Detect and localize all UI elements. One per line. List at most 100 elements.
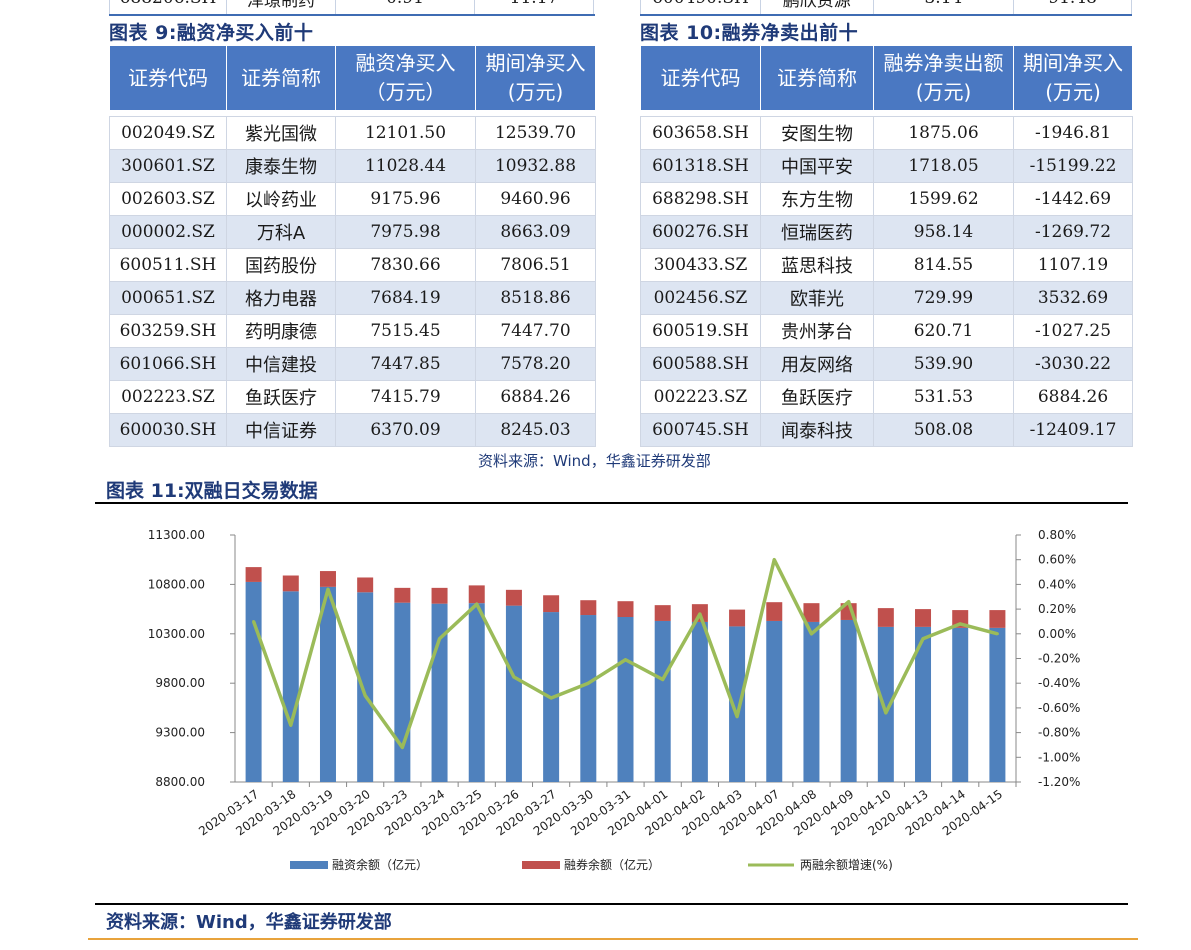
table-row: 000651.SZ 格力电器 7684.19 8518.86 — [109, 281, 596, 315]
period-cell: 12539.70 — [475, 116, 596, 150]
bar-short-balance — [543, 595, 560, 613]
table10: 证券代码 证券简称 融券净卖出额(万元) 期间净买入(万元) 603658.SH… — [640, 45, 1133, 447]
table-row: 002223.SZ 鱼跃医疗 531.53 6884.26 — [640, 380, 1133, 414]
bar-margin-balance — [691, 621, 708, 782]
table-row: 601066.SH 中信建投 7447.85 7578.20 — [109, 347, 596, 381]
stub-divider — [109, 14, 595, 16]
growth-rate-point — [698, 612, 702, 616]
code-cell: 601318.SH — [640, 149, 761, 183]
bar-short-balance — [580, 600, 597, 616]
footer-rule — [88, 938, 1138, 940]
growth-rate-point — [958, 622, 962, 626]
bar-margin-balance — [729, 626, 746, 782]
table9: 证券代码 证券简称 融资净买入（万元） 期间净买入(万元) 002049.SZ 紫… — [109, 45, 596, 447]
legend-swatch-short — [522, 861, 560, 869]
right-tick-label: 0.20% — [1038, 602, 1076, 616]
table-row: 002456.SZ 欧菲光 729.99 3532.69 — [640, 281, 1133, 315]
period-cell: 6884.26 — [475, 380, 596, 414]
value-cell: 620.71 — [873, 314, 1014, 348]
value-cell: 6370.09 — [335, 413, 476, 447]
value-cell: 531.53 — [873, 380, 1014, 414]
bar-short-balance — [505, 589, 522, 606]
bar-short-balance — [729, 609, 746, 627]
value-cell: 7684.19 — [335, 281, 476, 315]
value-cell: 1875.06 — [873, 116, 1014, 150]
left-tick-label: 9800.00 — [155, 676, 205, 690]
bar-margin-balance — [952, 627, 969, 782]
table-row: 002223.SZ 鱼跃医疗 7415.79 6884.26 — [109, 380, 596, 414]
name-cell: 贵州茅台 — [760, 314, 874, 348]
table10-header-name: 证券简称 — [760, 45, 874, 111]
period-cell: -1269.72 — [1013, 215, 1133, 249]
table-row: 688298.SH 东方生物 1599.62 -1442.69 — [640, 182, 1133, 216]
table-row: 601318.SH 中国平安 1718.05 -15199.22 — [640, 149, 1133, 183]
value-cell: 814.55 — [873, 248, 1014, 282]
value-cell: 12101.50 — [335, 116, 476, 150]
bar-short-balance — [357, 577, 374, 593]
growth-rate-point — [549, 696, 553, 700]
period-cell: -12409.17 — [1013, 413, 1133, 447]
name-cell: 恒瑞医药 — [760, 215, 874, 249]
growth-rate-point — [363, 694, 367, 698]
margin-trading-chart: 11300.00 10800.00 10300.00 9800.00 9300.00 88… — [148, 528, 1081, 872]
table10-header-code: 证券代码 — [640, 45, 761, 111]
name-cell: 安图生物 — [760, 116, 874, 150]
bar-margin-balance — [580, 615, 597, 782]
bar-margin-balance — [505, 605, 522, 782]
bar-short-balance — [617, 601, 634, 618]
right-tick-label: 0.60% — [1038, 553, 1076, 567]
code-cell: 000002.SZ — [109, 215, 227, 249]
value-cell: 508.08 — [873, 413, 1014, 447]
right-tick-label: -0.80% — [1038, 726, 1080, 740]
name-cell: 国药股份 — [226, 248, 336, 282]
name-cell: 欧菲光 — [760, 281, 874, 315]
value-cell: 1718.05 — [873, 149, 1014, 183]
bar-margin-balance — [766, 620, 783, 782]
growth-rate-point — [921, 637, 925, 641]
value-cell: 958.14 — [873, 215, 1014, 249]
table9-header-period: 期间净买入(万元) — [475, 45, 596, 111]
code-cell: 600745.SH — [640, 413, 761, 447]
name-cell: 中国平安 — [760, 149, 874, 183]
growth-rate-point — [624, 658, 627, 662]
period-cell: 7806.51 — [475, 248, 596, 282]
growth-rate-point — [289, 723, 293, 727]
name-cell: 鱼跃医疗 — [226, 380, 336, 414]
right-tick-label: 0.80% — [1038, 528, 1076, 542]
code-cell: 603658.SH — [640, 116, 761, 150]
bar-margin-balance — [357, 592, 374, 782]
name-cell: 鱼跃医疗 — [760, 380, 874, 414]
name-cell: 格力电器 — [226, 281, 336, 315]
bar-margin-balance — [877, 626, 894, 782]
value-cell: 7975.98 — [335, 215, 476, 249]
legend-label-margin: 融资余额（亿元） — [332, 857, 428, 872]
value-cell: 539.90 — [873, 347, 1014, 381]
value-cell: 7415.79 — [335, 380, 476, 414]
growth-rate-point — [995, 632, 999, 636]
code-cell: 300601.SZ — [109, 149, 227, 183]
growth-rate-point — [326, 587, 330, 591]
stub-cell: 0.91 — [335, 0, 475, 14]
code-cell: 002223.SZ — [640, 380, 761, 414]
period-cell: 8245.03 — [475, 413, 596, 447]
right-tick-label: -0.40% — [1038, 676, 1080, 690]
previous-table-stub-left: 688206.SH 泽璟制药 0.91 11.17 — [109, 0, 595, 14]
table9-title: 图表 9:融资净买入前十 — [109, 22, 314, 44]
stub-cell: 3.14 — [872, 0, 1015, 14]
table10-header-period: 期间净买入(万元) — [1013, 45, 1133, 111]
name-cell: 中信证券 — [226, 413, 336, 447]
growth-rate-point — [661, 677, 665, 681]
stub-cell: 鹏欣资源 — [759, 0, 874, 14]
bar-margin-balance — [319, 586, 336, 782]
stub-divider — [640, 14, 1132, 16]
value-cell: 9175.96 — [335, 182, 476, 216]
stub-cell: 600490.SH — [640, 0, 761, 14]
name-cell: 闻泰科技 — [760, 413, 874, 447]
growth-rate-point — [400, 745, 404, 749]
legend-swatch-margin — [290, 861, 328, 869]
table-row: 600030.SH 中信证券 6370.09 8245.03 — [109, 413, 596, 447]
period-cell: 1107.19 — [1013, 248, 1133, 282]
name-cell: 紫光国微 — [226, 116, 336, 150]
code-cell: 603259.SH — [109, 314, 227, 348]
bar-margin-balance — [803, 621, 820, 782]
